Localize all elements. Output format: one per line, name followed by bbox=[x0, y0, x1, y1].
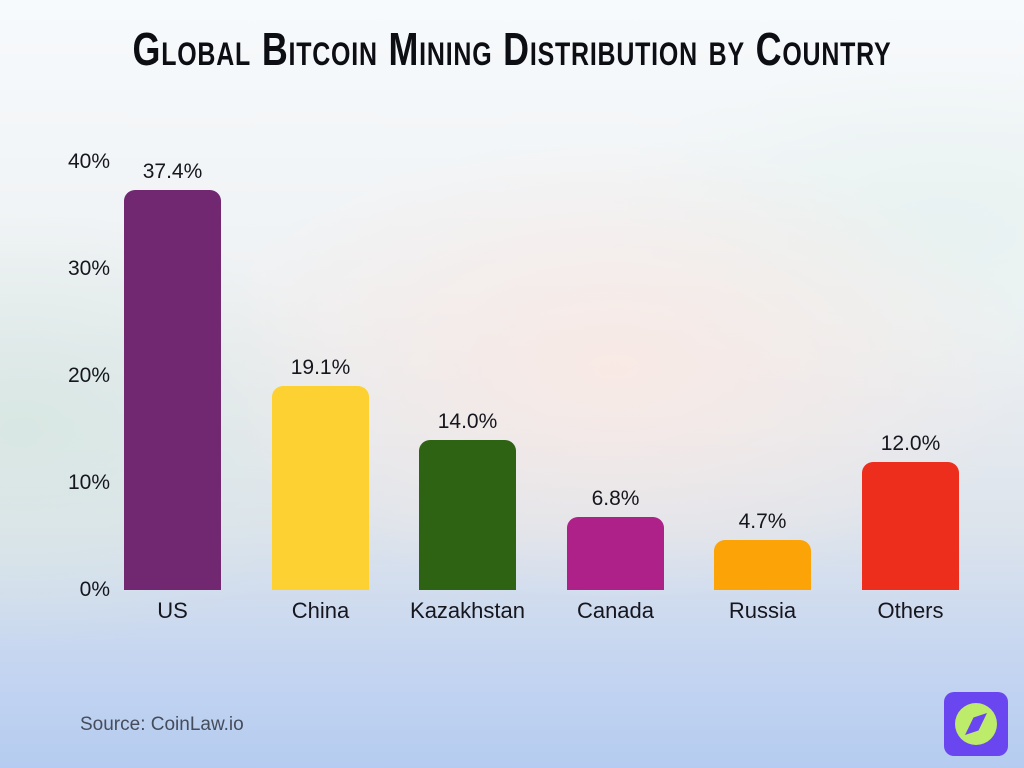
x-axis-category-label: Canada bbox=[576, 598, 655, 623]
bar-value-label: 37.4% bbox=[142, 160, 203, 183]
x-axis-category-label: US bbox=[157, 598, 188, 623]
y-tick-label: 20% bbox=[67, 364, 110, 387]
bar-canada bbox=[567, 517, 664, 590]
bar-group-us: 37.4% US bbox=[124, 160, 221, 623]
bar-group-canada: 6.8% Canada bbox=[567, 487, 664, 623]
bar-russia bbox=[714, 540, 811, 590]
bar-value-label: 19.1% bbox=[290, 356, 351, 379]
bar-value-label: 14.0% bbox=[437, 410, 498, 433]
bar-kazakhstan bbox=[419, 440, 516, 590]
y-tick-label: 0% bbox=[79, 578, 110, 601]
y-tick-label: 10% bbox=[67, 471, 110, 494]
bar-china bbox=[272, 386, 369, 590]
y-tick-label: 30% bbox=[67, 257, 110, 280]
bar-others bbox=[862, 462, 959, 590]
x-axis-category-label: China bbox=[291, 598, 350, 623]
compass-icon bbox=[944, 692, 1008, 756]
coinlaw-logo bbox=[944, 692, 1008, 756]
bar-value-label: 6.8% bbox=[591, 487, 640, 510]
bar-us bbox=[124, 190, 221, 590]
source-text: Source: CoinLaw.io bbox=[80, 714, 244, 735]
bar-group-china: 19.1% China bbox=[272, 356, 369, 623]
x-axis-category-label: Others bbox=[877, 598, 944, 623]
y-tick-label: 40% bbox=[67, 150, 110, 173]
bar-group-kazakhstan: 14.0% Kazakhstan bbox=[410, 410, 525, 623]
bar-value-label: 12.0% bbox=[880, 432, 941, 455]
x-axis-category-label: Kazakhstan bbox=[410, 598, 525, 623]
bar-value-label: 4.7% bbox=[738, 510, 787, 533]
x-axis-category-label: Russia bbox=[728, 598, 797, 623]
chart-title: Global Bitcoin Mining Distribution by Co… bbox=[132, 23, 892, 75]
bar-group-russia: 4.7% Russia bbox=[714, 510, 811, 623]
bar-group-others: 12.0% Others bbox=[862, 432, 959, 623]
